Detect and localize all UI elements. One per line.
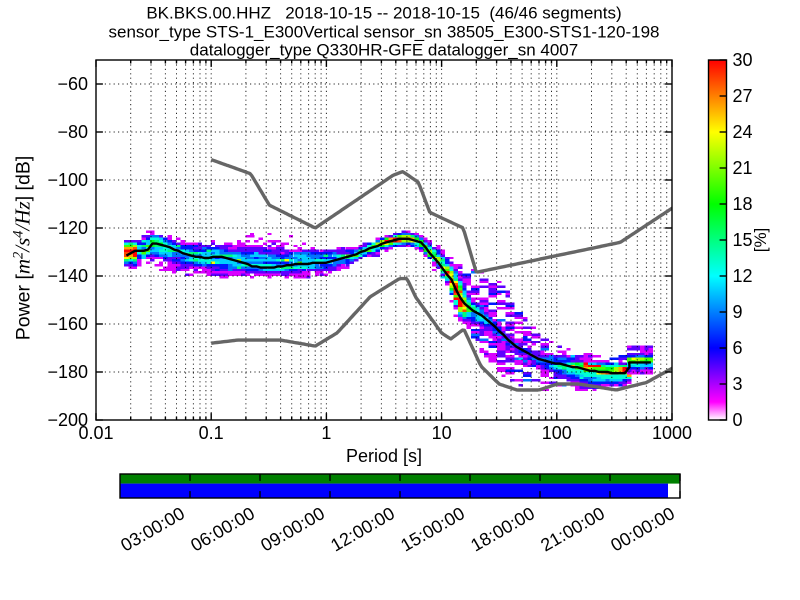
svg-text:24: 24 [733,122,753,142]
svg-text:−140: −140 [47,266,88,286]
svg-text:BK.BKS.00.HHZ 2018-10-15 --: BK.BKS.00.HHZ 2018-10-15 -- 2018-10-15 (… [146,4,621,23]
svg-text:6: 6 [733,338,743,358]
svg-text:[%]: [%] [751,228,770,253]
svg-text:0.1: 0.1 [199,423,224,443]
svg-text:−120: −120 [47,218,88,238]
svg-text:Power [m2/s4/Hz] [dB]: Power [m2/s4/Hz] [dB] [11,156,35,341]
svg-text:100: 100 [542,423,572,443]
svg-text:0.01: 0.01 [78,423,113,443]
svg-text:21: 21 [733,158,753,178]
svg-text:Period [s]: Period [s] [346,446,422,466]
svg-text:15: 15 [733,230,753,250]
svg-text:1: 1 [321,423,331,443]
svg-text:datalogger_type Q330HR-GFE dat: datalogger_type Q330HR-GFE datalogger_sn… [190,41,578,60]
svg-text:18: 18 [733,194,753,214]
svg-text:−200: −200 [47,410,88,430]
svg-text:−100: −100 [47,170,88,190]
svg-text:−180: −180 [47,362,88,382]
svg-text:10: 10 [432,423,452,443]
svg-text:−60: −60 [57,74,88,94]
svg-text:−160: −160 [47,314,88,334]
svg-text:1000: 1000 [652,423,692,443]
svg-text:−80: −80 [57,122,88,142]
svg-text:sensor_type STS-1_E300Vertical: sensor_type STS-1_E300Vertical sensor_sn… [109,23,660,42]
svg-text:12: 12 [733,266,753,286]
svg-text:3: 3 [733,374,743,394]
svg-text:9: 9 [733,302,743,322]
svg-text:0: 0 [733,410,743,430]
svg-text:27: 27 [733,86,753,106]
svg-text:30: 30 [733,50,753,70]
